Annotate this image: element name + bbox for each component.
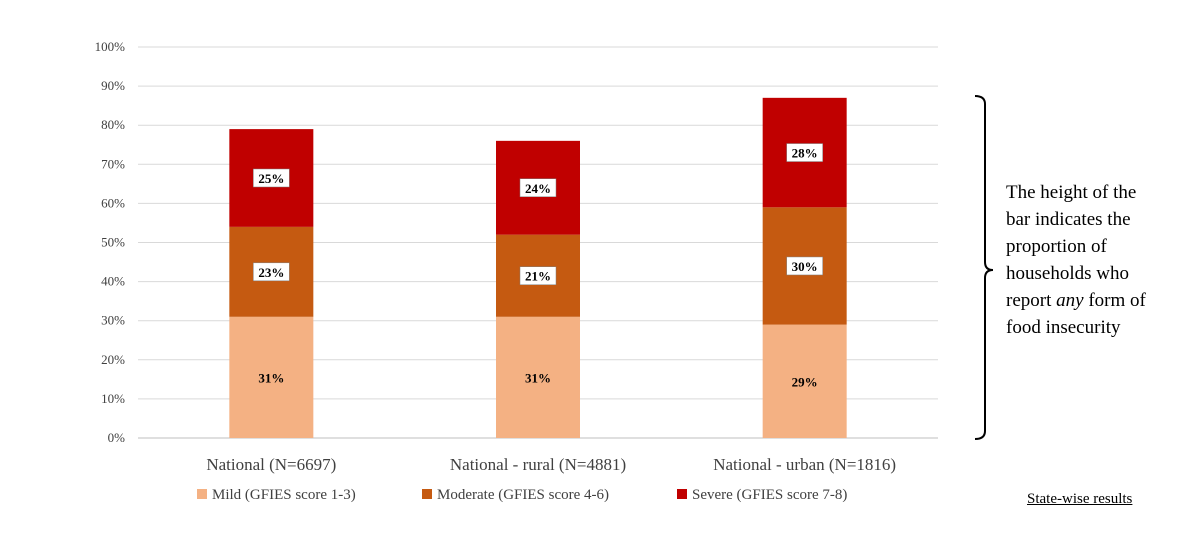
bar-height-note: The height of the bar indicates the prop… [1006,179,1181,341]
y-tick-label: 10% [101,391,125,406]
data-label-box [786,256,823,276]
data-label: 30% [792,259,818,274]
data-label-box [519,266,557,285]
data-label: 31% [525,370,551,385]
bar-segment [229,316,314,438]
legend-swatch [422,489,432,499]
legend-label: Mild (GFIES score 1-3) [212,487,356,503]
brace-bracket [974,95,994,440]
data-label: 29% [792,374,818,389]
data-label: 25% [258,171,284,186]
note-line-3: proportion of [1006,236,1107,257]
bar-segment [496,316,580,438]
data-label: 23% [258,265,284,280]
y-tick-label: 30% [101,313,125,328]
y-tick-label: 70% [101,156,125,171]
data-label: 24% [525,181,551,196]
data-label: 28% [792,146,818,161]
x-category-label: National (N=6697) [206,455,336,474]
note-line-6: food insecurity [1006,317,1121,338]
legend-label: Moderate (GFIES score 4-6) [437,487,609,503]
note-line-5: report any form of [1006,287,1181,314]
y-tick-label: 20% [101,352,125,367]
y-tick-label: 100% [95,39,126,54]
x-category-label: National - rural (N=4881) [450,455,626,474]
y-tick-label: 40% [101,274,125,289]
data-label-box [786,143,823,162]
y-tick-label: 50% [101,235,125,250]
note-line-5-emphasis: any [1056,290,1084,311]
y-tick-label: 60% [101,195,125,210]
data-label: 31% [258,370,284,385]
y-tick-label: 90% [101,78,125,93]
x-category-label: National - urban (N=1816) [713,455,896,474]
note-line-4: households who [1006,263,1129,284]
bar-segment [762,324,847,438]
legend-swatch [197,489,207,499]
state-wise-results-link[interactable]: State-wise results [1027,491,1133,507]
data-label-box [253,262,290,282]
note-line-5-post: form of [1083,290,1146,311]
data-label-box [519,178,557,198]
legend-label: Severe (GFIES score 7-8) [692,487,847,503]
data-label-box [253,168,290,188]
y-tick-label: 0% [108,430,126,445]
note-line-2: bar indicates the [1006,209,1131,230]
legend-swatch [677,489,687,499]
note-line-5-pre: report [1006,290,1057,311]
note-line-1: The height of the [1006,182,1137,203]
y-tick-label: 80% [101,117,125,132]
data-label: 21% [525,269,551,284]
